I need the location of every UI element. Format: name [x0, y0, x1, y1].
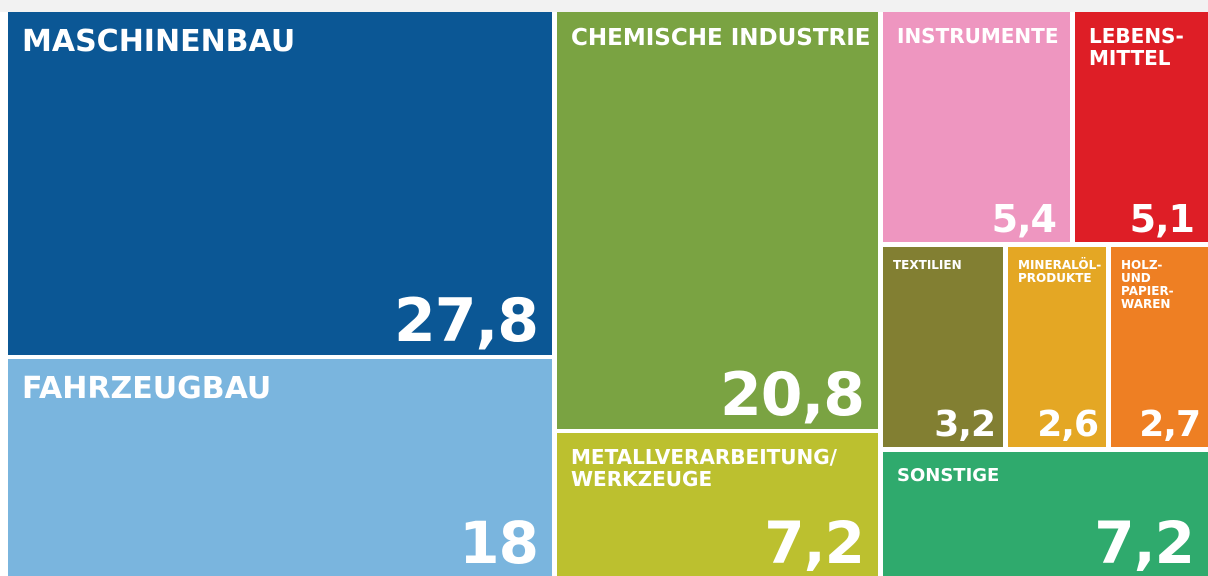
value-label: 7,2 [1094, 509, 1195, 576]
tile: MASCHINENBAU 27,8 [8, 12, 552, 355]
tile: CHEMISCHE INDUSTRIE 20,8 [557, 12, 878, 429]
value-label: 2,6 [1037, 404, 1099, 445]
tile: FAHRZEUGBAU 18 [8, 359, 552, 576]
value-label: 18 [459, 509, 539, 576]
tile: INSTRUMENTE 5,4 [883, 12, 1070, 242]
tile-label: HOLZ- UND PAPIER- WAREN [1121, 258, 1174, 311]
tile: SONSTIGE 7,2 [883, 452, 1208, 576]
value-label: 27,8 [393, 286, 539, 355]
tile-label: METALLVERARBEITUNG/ WERKZEUGE [571, 445, 837, 491]
tile: HOLZ- UND PAPIER- WAREN 2,7 [1111, 247, 1208, 447]
value-label: 2,7 [1139, 404, 1201, 445]
tile-label: MINERALÖL- PRODUKTE [1018, 258, 1102, 285]
tile-label: CHEMISCHE INDUSTRIE [571, 25, 871, 51]
tile-label: LEBENS- MITTEL [1089, 24, 1184, 70]
top-strip [0, 0, 1208, 12]
tile-label: TEXTILIEN [893, 258, 962, 272]
value-label: 20,8 [719, 360, 865, 429]
tile-label: INSTRUMENTE [897, 24, 1059, 48]
value-label: 3,2 [934, 404, 996, 445]
value-label: 5,4 [991, 197, 1057, 241]
tile: METALLVERARBEITUNG/ WERKZEUGE 7,2 [557, 433, 878, 576]
tile: TEXTILIEN 3,2 [883, 247, 1003, 447]
value-label: 5,1 [1129, 197, 1195, 241]
tile-label: MASCHINENBAU [22, 24, 296, 59]
tile-label: FAHRZEUGBAU [22, 371, 272, 406]
value-label: 7,2 [764, 509, 865, 576]
tile: MINERALÖL- PRODUKTE 2,6 [1008, 247, 1106, 447]
tile: LEBENS- MITTEL 5,1 [1075, 12, 1208, 242]
tile-label: SONSTIGE [897, 465, 1000, 486]
